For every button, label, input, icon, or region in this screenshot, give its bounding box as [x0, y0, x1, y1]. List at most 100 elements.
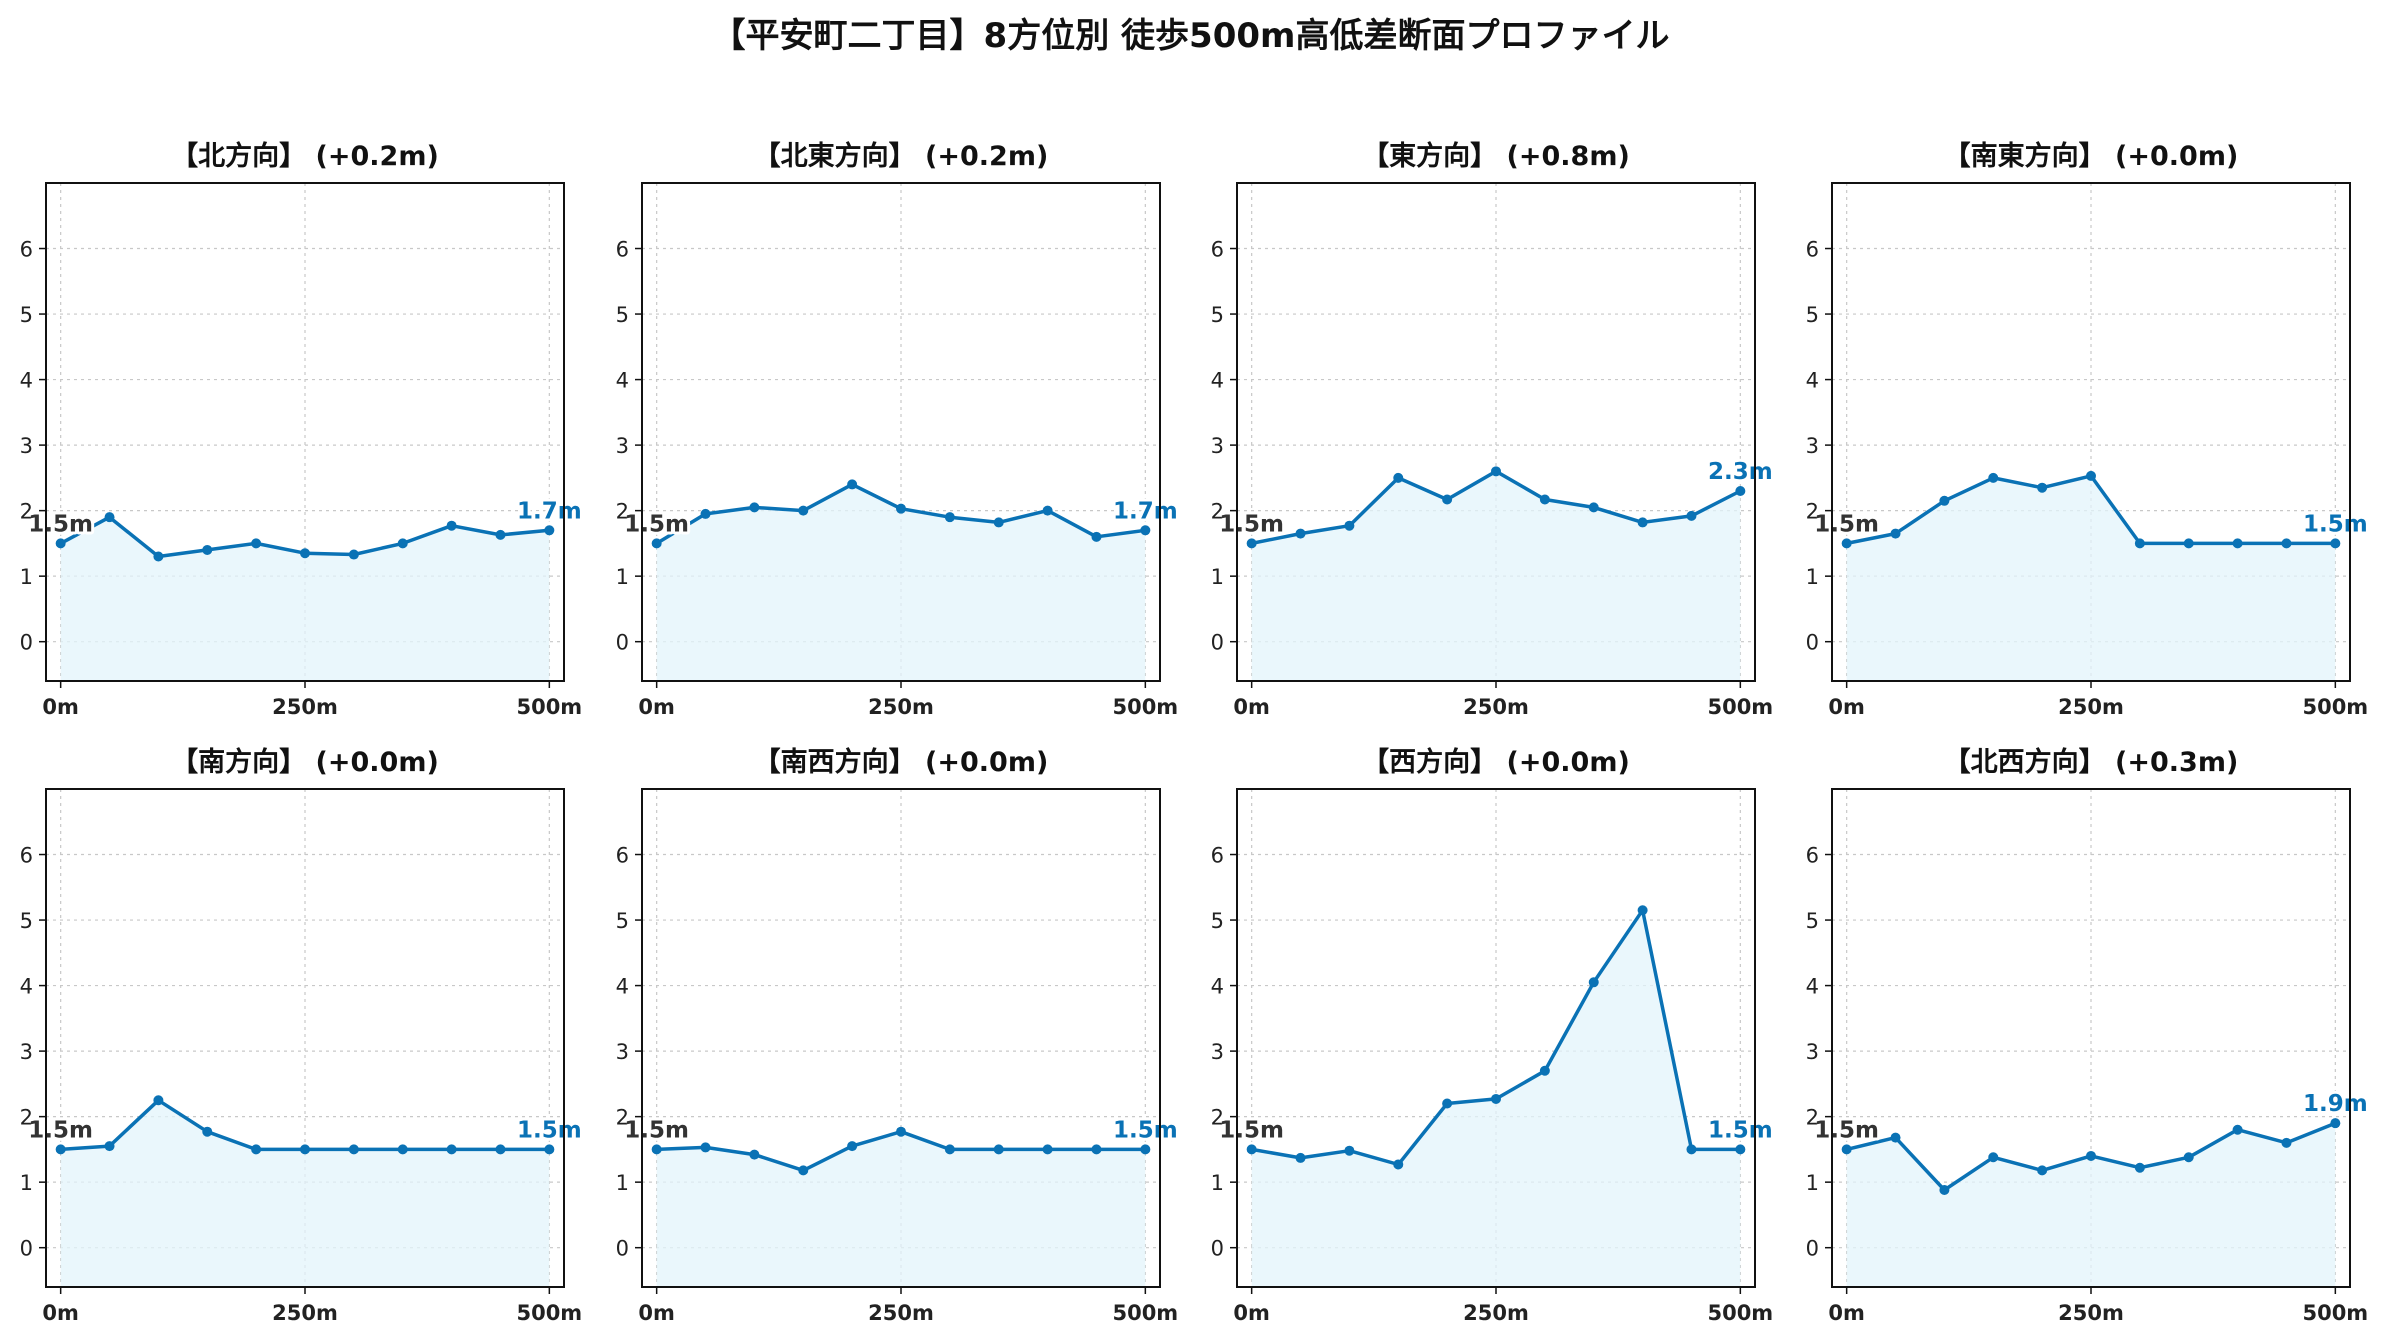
y-tick-label: 1 — [1211, 1171, 1224, 1195]
data-point — [397, 538, 408, 549]
y-tick-label: 5 — [616, 303, 629, 327]
x-tick-label: 250m — [868, 695, 934, 719]
chart-title: 【北方向】 (+0.2m) — [171, 140, 439, 172]
data-point — [55, 538, 66, 549]
x-tick-label: 0m — [638, 1301, 675, 1325]
data-point — [798, 505, 809, 516]
y-tick-label: 5 — [616, 909, 629, 933]
y-tick-label: 1 — [20, 1171, 33, 1195]
y-tick-label: 6 — [20, 238, 33, 262]
data-point — [847, 1141, 858, 1152]
chart-title: 【南方向】 (+0.0m) — [171, 746, 439, 778]
y-tick-label: 4 — [1211, 975, 1224, 999]
data-point — [1539, 1065, 1550, 1076]
x-tick-label: 0m — [42, 1301, 79, 1325]
x-tick-label: 500m — [1707, 695, 1773, 719]
data-point — [1988, 472, 1999, 483]
y-tick-label: 2 — [1211, 500, 1224, 524]
data-point — [300, 548, 310, 559]
data-point — [1939, 1185, 1950, 1196]
x-tick-label: 0m — [1828, 1301, 1865, 1325]
start-elevation-label: 1.5m — [1814, 511, 1879, 537]
y-tick-label: 4 — [616, 975, 629, 999]
data-point — [1442, 494, 1453, 505]
chart-title: 【南西方向】 (+0.0m) — [754, 746, 1049, 778]
data-point — [348, 1144, 359, 1155]
start-elevation-label: 1.5m — [28, 1117, 93, 1143]
x-tick-label: 250m — [272, 695, 338, 719]
x-tick-label: 500m — [1112, 695, 1178, 719]
data-point — [2330, 538, 2341, 549]
data-point — [1637, 517, 1648, 528]
data-point — [202, 544, 213, 555]
y-tick-label: 6 — [616, 844, 629, 868]
data-point — [544, 525, 555, 536]
data-point — [104, 512, 115, 523]
area-fill — [1251, 471, 1741, 681]
data-point — [847, 479, 858, 490]
data-point — [1042, 505, 1053, 516]
x-tick-label: 0m — [1233, 1301, 1270, 1325]
data-point — [700, 1142, 711, 1153]
data-point — [1939, 495, 1950, 506]
chart-panel-0: 【北方向】 (+0.2m) 1.5m 1.7m 0m 250m 500m 0 1 2 3 4 5 6 — [20, 140, 585, 719]
area-fill — [656, 1131, 1146, 1287]
data-point — [1140, 1144, 1151, 1155]
data-point — [446, 520, 457, 531]
y-tick-label: 2 — [1806, 500, 1819, 524]
y-tick-label: 6 — [1806, 844, 1819, 868]
chart-title: 【北東方向】 (+0.2m) — [754, 140, 1049, 172]
y-tick-label: 2 — [20, 1106, 33, 1130]
data-point — [2037, 482, 2048, 493]
area-fill — [1251, 910, 1741, 1287]
y-tick-label: 4 — [20, 975, 33, 999]
chart-panel-4: 【南方向】 (+0.0m) 1.5m 1.5m 0m 250m 500m 0 1 2 3 4 5 6 — [20, 746, 585, 1325]
chart-panel-7: 【北西方向】 (+0.3m) 1.5m 1.9m 0m 250m 500m 0 1 2 3 4 5 6 — [1806, 746, 2371, 1325]
y-tick-label: 2 — [20, 500, 33, 524]
start-elevation-label: 1.5m — [624, 511, 689, 537]
data-point — [2232, 538, 2243, 549]
data-point — [2134, 1162, 2145, 1173]
chart-title: 【東方向】 (+0.8m) — [1362, 140, 1630, 172]
x-tick-label: 250m — [2058, 1301, 2124, 1325]
x-tick-label: 0m — [638, 695, 675, 719]
data-point — [798, 1165, 809, 1176]
y-tick-label: 5 — [1211, 909, 1224, 933]
y-tick-label: 4 — [1211, 369, 1224, 393]
y-tick-label: 1 — [1806, 1171, 1819, 1195]
x-tick-label: 250m — [1463, 695, 1529, 719]
data-point — [1344, 520, 1355, 531]
start-elevation-label: 1.5m — [1219, 511, 1284, 537]
data-point — [153, 551, 164, 562]
data-point — [651, 1144, 662, 1155]
chart-title: 【南東方向】 (+0.0m) — [1944, 140, 2239, 172]
y-tick-label: 5 — [1806, 909, 1819, 933]
y-tick-label: 6 — [1806, 238, 1819, 262]
y-tick-label: 0 — [1806, 1237, 1819, 1261]
start-elevation-label: 1.5m — [624, 1117, 689, 1143]
x-tick-label: 0m — [42, 695, 79, 719]
end-elevation-label: 1.7m — [1113, 498, 1178, 524]
x-tick-label: 500m — [2302, 1301, 2368, 1325]
end-elevation-label: 1.5m — [517, 1117, 582, 1143]
data-point — [1042, 1144, 1053, 1155]
x-tick-label: 500m — [516, 1301, 582, 1325]
y-tick-label: 4 — [1806, 369, 1819, 393]
y-tick-label: 0 — [20, 1237, 33, 1261]
y-tick-label: 3 — [20, 434, 33, 458]
data-point — [300, 1144, 310, 1155]
y-tick-label: 3 — [1211, 1040, 1224, 1064]
y-tick-label: 3 — [1806, 434, 1819, 458]
chart-panel-5: 【南西方向】 (+0.0m) 1.5m 1.5m 0m 250m 500m 0 1 2 3 4 5 6 — [616, 746, 1181, 1325]
data-point — [993, 1144, 1004, 1155]
data-point — [1890, 1132, 1901, 1143]
y-tick-label: 5 — [20, 303, 33, 327]
area-fill — [60, 517, 550, 681]
chart-panel-1: 【北東方向】 (+0.2m) 1.5m 1.7m 0m 250m 500m 0 1 2 3 4 5 6 — [616, 140, 1181, 719]
end-elevation-label: 1.9m — [2303, 1091, 2368, 1117]
y-tick-label: 4 — [20, 369, 33, 393]
y-tick-label: 0 — [616, 1237, 629, 1261]
y-tick-label: 6 — [20, 844, 33, 868]
data-point — [495, 529, 506, 540]
